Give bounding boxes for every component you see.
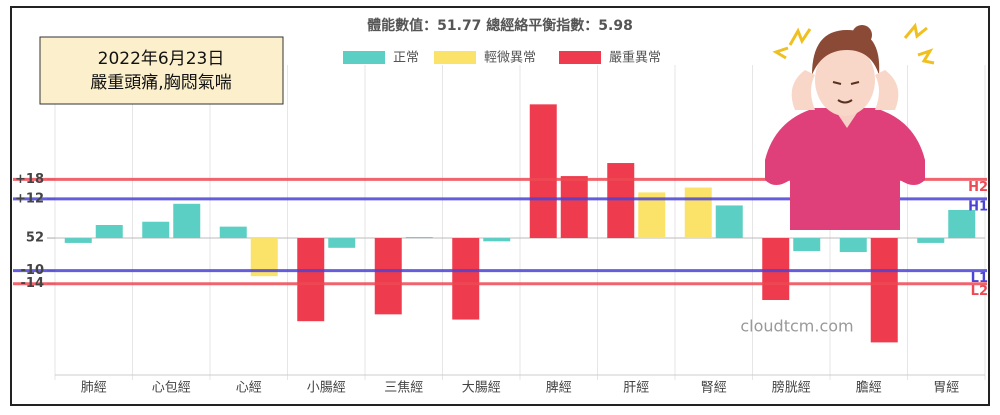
- legend-swatch: [559, 51, 601, 64]
- y-tick-label: +18: [15, 172, 44, 187]
- bar: [762, 238, 790, 300]
- x-tick-label: 胃經: [933, 381, 959, 396]
- bar: [560, 176, 588, 239]
- x-tick-label: 膽經: [856, 381, 882, 396]
- reference-label: H1: [968, 199, 988, 214]
- date: 2022年6月23日: [98, 49, 225, 69]
- legend-swatch: [434, 51, 476, 64]
- reference-label: L2: [971, 284, 988, 299]
- reference-label: H2: [968, 180, 988, 195]
- bar: [95, 225, 123, 239]
- bar: [870, 238, 898, 343]
- bar: [219, 226, 247, 239]
- bar: [374, 238, 402, 315]
- bar: [483, 238, 511, 242]
- legend-swatch: [343, 51, 385, 64]
- date-box: [39, 36, 284, 105]
- bar: [793, 238, 821, 252]
- bar: [948, 210, 976, 239]
- bar: [297, 238, 325, 322]
- y-tick-label: +12: [15, 191, 44, 206]
- x-tick-label: 腎經: [701, 381, 727, 396]
- x-tick-label: 心包經: [152, 381, 191, 396]
- symptoms: 嚴重頭痛,胸悶氣喘: [90, 73, 231, 93]
- bar: [452, 238, 480, 320]
- bar: [173, 203, 201, 239]
- x-tick-label: 三焦經: [384, 381, 423, 396]
- legend-label: 嚴重異常: [609, 50, 661, 66]
- x-tick-label: 大腸經: [462, 381, 501, 396]
- bar: [142, 221, 170, 239]
- y-tick-label: -10: [21, 263, 45, 278]
- bar: [715, 205, 743, 239]
- bar: [529, 104, 557, 239]
- legend-label: 輕微異常: [484, 51, 536, 66]
- x-tick-label: 肝經: [623, 381, 649, 396]
- bar: [917, 238, 945, 243]
- x-tick-label: 膀胱經: [772, 380, 811, 396]
- bar: [839, 238, 867, 253]
- x-tick-label: 脾經: [546, 381, 572, 396]
- bar: [405, 237, 433, 239]
- label-layer: +18 +12 52 -10-14 肺經 心包經 心經 小腸經 三焦經 大腸經 脾經 肝經 腎經 膀胱經 膽…: [15, 17, 988, 396]
- reference-label: L1: [971, 271, 988, 286]
- x-tick-label: 心經: [236, 381, 262, 396]
- illustration: [765, 22, 935, 230]
- legend-label: 正常: [393, 51, 419, 66]
- x-tick-label: 肺經: [81, 381, 107, 396]
- watermark: cloudtcm.com: [740, 317, 853, 336]
- y-tick-label: 52: [26, 231, 44, 246]
- bar: [607, 163, 635, 239]
- bar: [684, 187, 712, 239]
- y-tick-label: -14: [21, 276, 45, 291]
- chart-title: 體能數值：51.77 總經絡平衡指數：5.98: [367, 17, 633, 34]
- x-tick-label: 小腸經: [307, 381, 346, 396]
- bar: [64, 238, 92, 243]
- bar: [328, 238, 356, 248]
